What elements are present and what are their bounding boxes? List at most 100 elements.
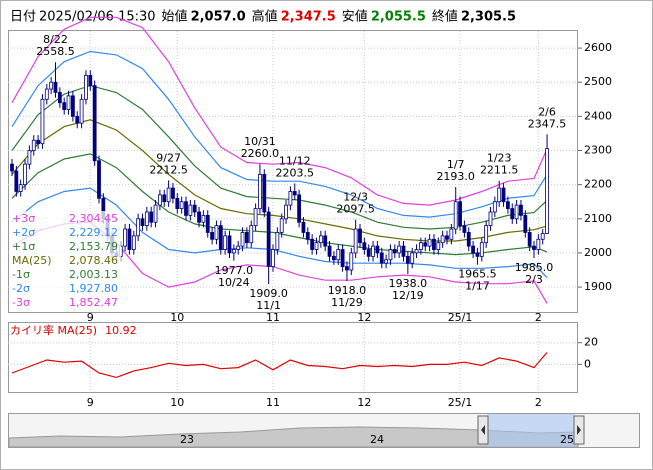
candle-body: [527, 232, 532, 247]
annotation-value: 2347.5: [528, 117, 567, 130]
candle-body: [279, 218, 284, 233]
header-label: 安値: [342, 9, 368, 25]
band-line: [11, 50, 548, 218]
candle-body: [157, 194, 162, 206]
annotation-date: 11/1: [256, 299, 281, 312]
header-label: 日付: [10, 10, 36, 25]
candle-body: [123, 228, 127, 247]
candle-body: [271, 249, 275, 267]
candle-body: [314, 242, 319, 250]
candle-body: [258, 174, 262, 209]
candle-body: [349, 252, 354, 271]
header-label: 始値: [162, 9, 188, 25]
candle-body: [44, 88, 49, 100]
legend-name: -3σ: [12, 296, 30, 309]
candle-body: [188, 204, 193, 216]
annotation-date: 10/31: [244, 135, 276, 148]
header-value: 2,305.5: [461, 10, 516, 25]
candle-body: [397, 245, 402, 254]
candle-body: [505, 201, 510, 209]
candle-body: [153, 204, 158, 223]
candle-body: [501, 187, 506, 203]
candle-body: [75, 115, 80, 124]
candle-body: [392, 249, 397, 254]
panel-title: カイリ率 MA(25): [10, 323, 97, 337]
candle-body: [88, 74, 93, 87]
handle-arrow: [577, 425, 581, 435]
legend-value: 2,304.45: [69, 212, 118, 225]
candle-body: [384, 259, 389, 264]
candle-body: [405, 255, 410, 264]
candle-body: [253, 208, 258, 227]
candle-body: [401, 245, 406, 257]
candle-body: [92, 85, 97, 162]
candle-body: [192, 204, 197, 213]
candle-body: [519, 204, 523, 216]
candle-body: [462, 225, 467, 233]
candle-body: [331, 255, 336, 261]
candle-body: [523, 214, 528, 233]
x-tick-label: 2: [535, 396, 542, 409]
annotation-value: 2260.0: [241, 147, 280, 160]
candle-body: [31, 139, 36, 151]
header-value: 2,057.0: [191, 10, 246, 25]
x-tick-label: 25/1: [448, 311, 473, 324]
annotation-value: 2211.5: [480, 164, 519, 177]
annotation-date: 1/23: [487, 152, 512, 165]
candle-body: [184, 201, 188, 216]
annotation-date: 11/29: [331, 296, 363, 309]
candle-body: [62, 102, 67, 110]
annotation-value: 2212.5: [149, 163, 188, 176]
x-tick-label: 11: [266, 311, 280, 324]
annotation-date: 2/6: [538, 105, 556, 118]
legend-value: 2,003.13: [69, 268, 118, 281]
legend-name: +2σ: [12, 226, 35, 239]
candle-body: [479, 242, 484, 257]
legend-value: 1,852.47: [69, 296, 118, 309]
legend-name: +1σ: [12, 240, 35, 253]
candle-body: [214, 225, 219, 240]
y-tick-label: 2500: [584, 75, 612, 88]
candle-body: [366, 249, 371, 257]
candle-body: [536, 238, 541, 250]
candle-body: [432, 238, 436, 250]
line: [11, 352, 548, 379]
y-tick-label: 2200: [584, 178, 612, 191]
band-line: [11, 16, 548, 206]
candle-body: [375, 245, 380, 254]
x-tick-label: 12: [357, 396, 371, 409]
candle-body: [27, 150, 32, 165]
candle-body: [514, 204, 519, 220]
candle-body: [423, 242, 428, 247]
candle-body: [297, 194, 302, 223]
candle-body: [453, 201, 458, 230]
x-tick-label: 10: [170, 396, 184, 409]
candle-body: [144, 211, 149, 227]
candle-body: [388, 249, 393, 261]
legend-value: 2,153.79: [69, 240, 118, 253]
candle-body: [336, 249, 341, 261]
legend-name: -2σ: [12, 282, 30, 295]
candle-body: [418, 242, 423, 250]
annotation-value: 1965.5: [458, 268, 497, 281]
candle-body: [284, 204, 288, 220]
header-value: 2,347.5: [281, 10, 336, 25]
legend-name: +3σ: [12, 212, 35, 225]
candle-body: [240, 232, 245, 247]
legend-value: 1,927.80: [69, 282, 118, 295]
candle-body: [340, 249, 345, 267]
candle-body: [210, 232, 215, 240]
navigator-selection[interactable]: [487, 414, 575, 447]
candle-body: [49, 81, 54, 90]
annotation-date: 10/24: [218, 276, 250, 289]
candle-body: [205, 214, 210, 233]
candle-body: [358, 228, 362, 244]
annotation-value: 2558.5: [36, 45, 75, 58]
candle-body: [131, 235, 136, 250]
candle-body: [18, 184, 23, 192]
y-tick-label: 2100: [584, 212, 612, 225]
candle-body: [427, 238, 432, 247]
candle-body: [510, 208, 515, 220]
candle-body: [353, 228, 358, 254]
candle-body: [475, 252, 480, 257]
